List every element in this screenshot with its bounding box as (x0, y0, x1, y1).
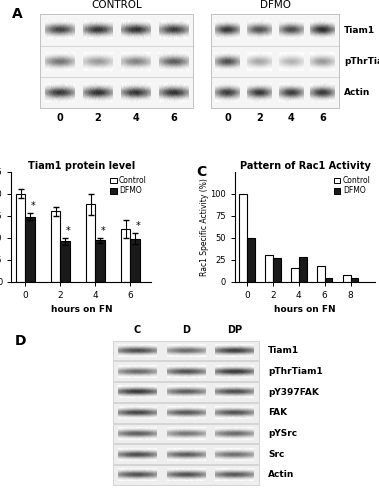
Bar (60, 241, 70, 282)
Text: FAK: FAK (268, 408, 287, 417)
Bar (113, 444, 259, 464)
Y-axis label: Rac1 Specific Activity (%): Rac1 Specific Activity (%) (200, 178, 209, 276)
Text: 4: 4 (288, 112, 294, 122)
Bar (130, 238, 140, 282)
Text: D: D (182, 326, 190, 336)
Bar (51, 211, 60, 282)
Text: A: A (12, 8, 23, 22)
Bar (299, 257, 307, 281)
Bar (113, 403, 259, 422)
Text: Src: Src (268, 450, 284, 458)
Text: pThrTiam1: pThrTiam1 (344, 57, 379, 66)
Bar (25, 216, 35, 282)
Legend: Control, DFMO: Control, DFMO (109, 176, 147, 196)
X-axis label: hours on FN: hours on FN (274, 305, 336, 314)
Text: 6: 6 (171, 112, 178, 122)
Text: *: * (66, 226, 71, 236)
Bar (86, 204, 96, 282)
Bar (41, 14, 193, 108)
Bar (343, 274, 351, 281)
Bar (96, 240, 105, 282)
Text: DP: DP (227, 326, 242, 336)
Bar (273, 258, 280, 281)
Text: D: D (15, 334, 27, 348)
Bar (113, 340, 259, 360)
Bar (121, 229, 130, 281)
Text: pThrTiam1: pThrTiam1 (268, 367, 323, 376)
Bar (113, 362, 259, 381)
Bar (265, 255, 273, 281)
Bar (351, 278, 359, 281)
Text: DFMO: DFMO (260, 0, 291, 10)
Bar (291, 268, 299, 281)
Text: 2: 2 (256, 112, 263, 122)
Text: 4: 4 (133, 112, 139, 122)
Bar (317, 266, 325, 281)
Bar (247, 238, 255, 282)
Text: C: C (134, 326, 141, 336)
Text: 0: 0 (56, 112, 63, 122)
Text: *: * (101, 226, 106, 236)
Bar (16, 194, 25, 282)
Text: 6: 6 (319, 112, 326, 122)
Text: pYSrc: pYSrc (268, 429, 297, 438)
Title: Tiam1 protein level: Tiam1 protein level (28, 161, 135, 171)
Bar (113, 465, 259, 484)
Bar (239, 194, 247, 282)
Text: *: * (31, 201, 36, 211)
Text: pY397FAK: pY397FAK (268, 388, 319, 396)
Bar (113, 382, 259, 402)
Text: *: * (136, 222, 141, 232)
Bar (325, 278, 332, 281)
Text: 0: 0 (224, 112, 231, 122)
Title: Pattern of Rac1 Activity: Pattern of Rac1 Activity (240, 161, 371, 171)
X-axis label: hours on FN: hours on FN (50, 305, 112, 314)
Text: C: C (196, 165, 206, 179)
Legend: Control, DFMO: Control, DFMO (333, 176, 371, 196)
Bar (113, 424, 259, 444)
Text: CONTROL: CONTROL (91, 0, 142, 10)
Text: Actin: Actin (268, 470, 294, 480)
Text: Tiam1: Tiam1 (344, 26, 376, 35)
Text: 2: 2 (94, 112, 101, 122)
Bar (211, 14, 339, 108)
Text: Actin: Actin (344, 88, 371, 98)
Text: Tiam1: Tiam1 (268, 346, 299, 355)
